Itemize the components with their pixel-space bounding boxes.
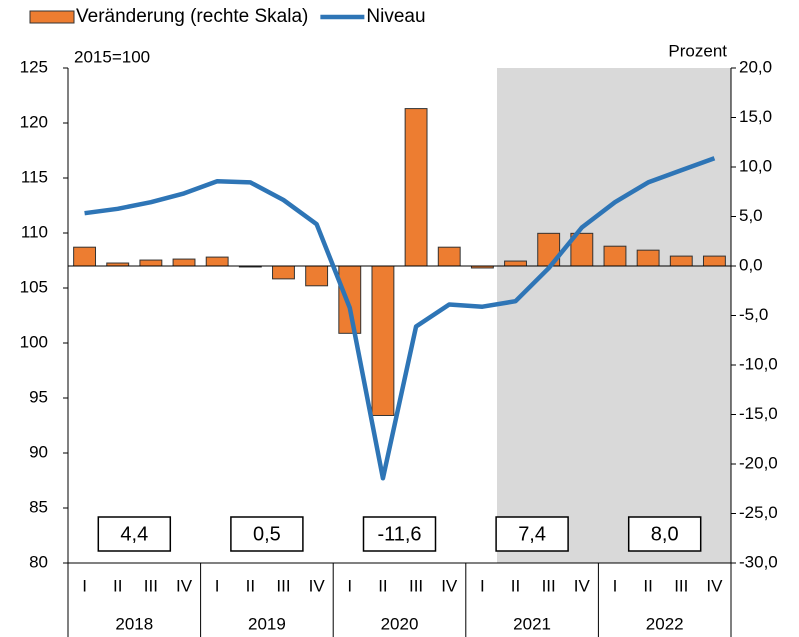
bar (73, 246, 97, 267)
bar (669, 255, 693, 267)
x-tick-label: II (378, 576, 387, 595)
annual-label: 4,4 (120, 523, 148, 545)
bar (371, 265, 395, 416)
x-tick-label: II (113, 576, 122, 595)
x-tick-label: III (542, 576, 556, 595)
line (84, 156, 716, 481)
y-tick-label: 85 (29, 497, 48, 516)
x-tick-label: II (511, 576, 520, 595)
y2-tick-label: 10,0 (739, 156, 772, 175)
annual-box (97, 516, 172, 552)
y2-tick-label: -20,0 (739, 453, 778, 472)
legend-label: Niveau (366, 6, 425, 27)
bar (139, 259, 163, 267)
y2-tick-label: 0,0 (739, 255, 763, 274)
y2-tick-label: -30,0 (739, 552, 778, 571)
x-tick-label: IV (441, 576, 458, 595)
bar (702, 255, 726, 267)
bar (205, 256, 229, 267)
annual-label: 7,4 (518, 523, 546, 545)
y-tick-label: 115 (21, 167, 48, 186)
x-tick-label: III (409, 576, 423, 595)
x-tick-label: II (246, 576, 255, 595)
y2-tick-label: -5,0 (739, 305, 768, 324)
y-axis-label: 2015=100 (74, 47, 150, 66)
forecast-shade (497, 68, 731, 563)
x-tick-label: III (276, 576, 290, 595)
legend-swatch (29, 10, 75, 24)
y-tick-label: 80 (29, 552, 48, 571)
x-tick-label: IV (706, 576, 723, 595)
x-tick-label: I (613, 576, 618, 595)
year-label: 2022 (646, 614, 684, 633)
y-tick-label: 100 (20, 332, 48, 351)
x-tick-label: III (674, 576, 688, 595)
y2-tick-label: -15,0 (739, 404, 778, 423)
x-tick-label: II (643, 576, 652, 595)
bar (338, 265, 362, 334)
year-label: 2020 (381, 614, 419, 633)
annual-label: 8,0 (651, 523, 679, 545)
bar (437, 246, 461, 267)
y2-axis-label: Prozent (668, 41, 727, 60)
x-tick-label: I (347, 576, 352, 595)
y-tick-label: 90 (29, 442, 48, 461)
bar (404, 108, 428, 267)
annual-box (362, 516, 437, 552)
bar (172, 258, 196, 267)
y2-tick-label: 5,0 (739, 206, 763, 225)
year-label: 2021 (513, 614, 551, 633)
bar (305, 265, 329, 287)
bar (272, 265, 295, 280)
y-tick-label: 110 (21, 222, 48, 241)
x-tick-label: IV (176, 576, 193, 595)
x-tick-label: I (480, 576, 485, 595)
y2-tick-label: -10,0 (739, 354, 778, 373)
annual-label: -11,6 (377, 523, 421, 545)
year-label: 2018 (115, 614, 153, 633)
y-tick-label: 105 (20, 277, 48, 296)
annual-box (495, 516, 569, 552)
y2-tick-label: -25,0 (739, 503, 778, 522)
x-tick-label: III (144, 576, 158, 595)
y2-tick-label: 15,0 (739, 107, 772, 126)
y-tick-label: 120 (20, 112, 48, 131)
x-tick-label: IV (309, 576, 326, 595)
annual-box (627, 516, 702, 552)
bar (636, 249, 660, 267)
annual-box (230, 516, 304, 552)
x-tick-label: I (215, 576, 220, 595)
y-tick-label: 125 (20, 57, 48, 76)
legend-label: Veränderung (rechte Skala) (76, 6, 308, 27)
bar (603, 245, 627, 267)
y-tick-label: 95 (29, 387, 48, 406)
bar (504, 260, 527, 267)
annual-label: 0,5 (253, 523, 281, 545)
y2-tick-label: 20,0 (739, 57, 772, 76)
x-tick-label: IV (574, 576, 591, 595)
x-tick-label: I (82, 576, 87, 595)
year-label: 2019 (248, 614, 286, 633)
